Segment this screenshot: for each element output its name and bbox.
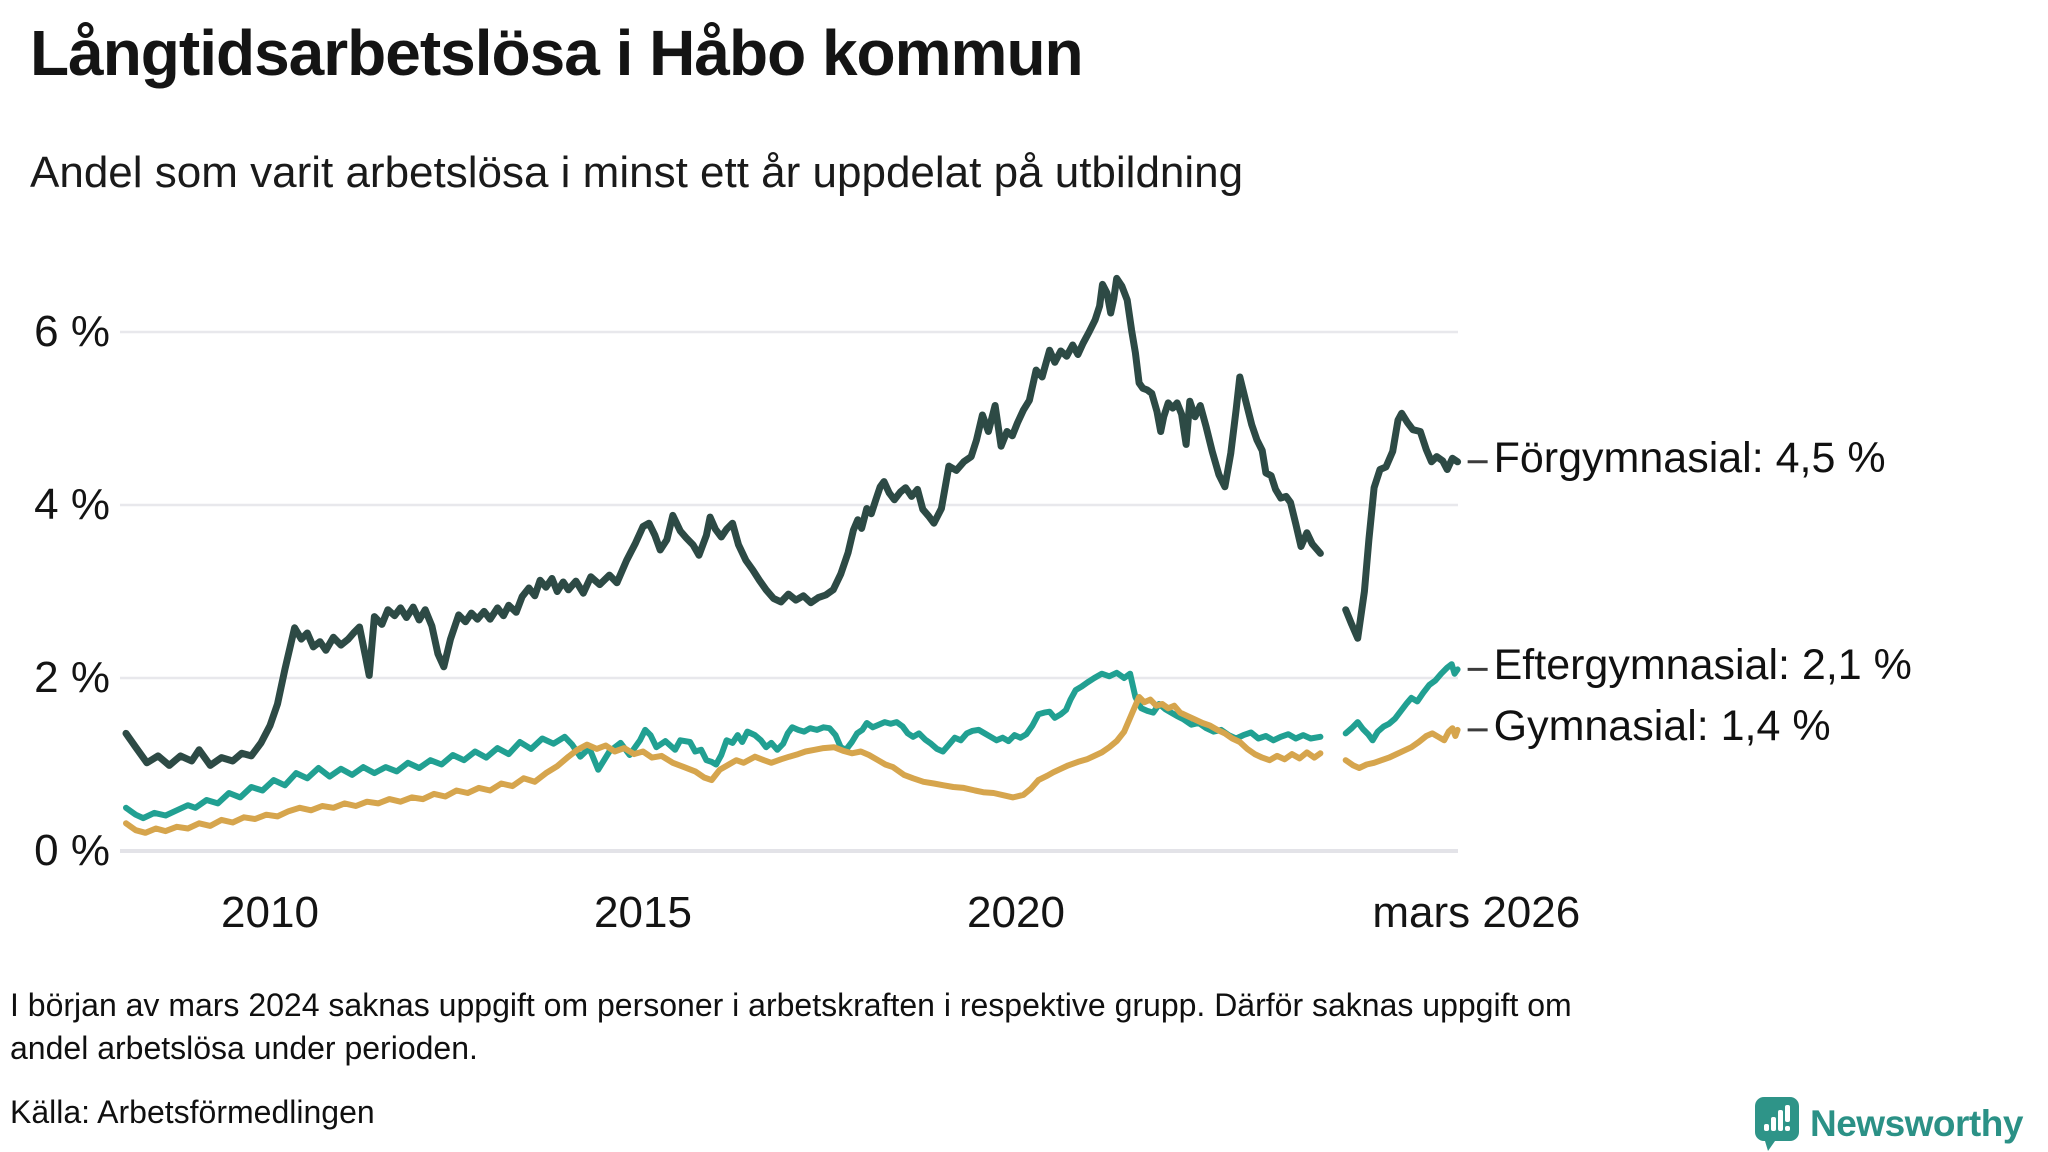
- newsworthy-bubble-barchart-icon: [1755, 1097, 1799, 1151]
- series-line-förgymnasial: [1342, 409, 1462, 642]
- series-line-gymnasial: [123, 694, 1324, 836]
- series-label-förgymnasial: Förgymnasial: 4,5 %: [1493, 433, 1886, 482]
- y-tick-label: 6 %: [34, 307, 110, 356]
- series-label-gymnasial: Gymnasial: 1,4 %: [1493, 701, 1831, 750]
- footnote-line-2: andel arbetslösa under perioden.: [10, 1030, 478, 1066]
- x-tick-label: 2020: [967, 888, 1065, 937]
- series-line-förgymnasial: [122, 274, 1324, 769]
- y-tick-label: 4 %: [34, 480, 110, 529]
- x-tick-label: 2010: [221, 888, 319, 937]
- page-title: Långtidsarbetslösa i Håbo kommun: [30, 17, 1084, 89]
- series-label-eftergymnasial: Eftergymnasial: 2,1 %: [1493, 641, 1912, 690]
- y-tick-label: 2 %: [34, 653, 110, 702]
- newsworthy-logo: Newsworthy: [1754, 1096, 2023, 1152]
- x-tick-label: 2015: [594, 888, 692, 937]
- series-line-gymnasial: [1342, 725, 1461, 771]
- newsworthy-wordmark: Newsworthy: [1810, 1103, 2023, 1144]
- y-tick-label: 0 %: [34, 826, 110, 875]
- footnote: I början av mars 2024 saknas uppgift om …: [10, 984, 1572, 1070]
- series-line-eftergymnasial: [1342, 661, 1461, 744]
- source-note: Källa: Arbetsförmedlingen: [10, 1094, 375, 1130]
- series-line-eftergymnasial: [123, 669, 1324, 822]
- footnote-line-1: I början av mars 2024 saknas uppgift om …: [10, 987, 1572, 1023]
- chart-subtitle: Andel som varit arbetslösa i minst ett å…: [30, 148, 1244, 197]
- x-tick-label: mars 2026: [1372, 888, 1581, 937]
